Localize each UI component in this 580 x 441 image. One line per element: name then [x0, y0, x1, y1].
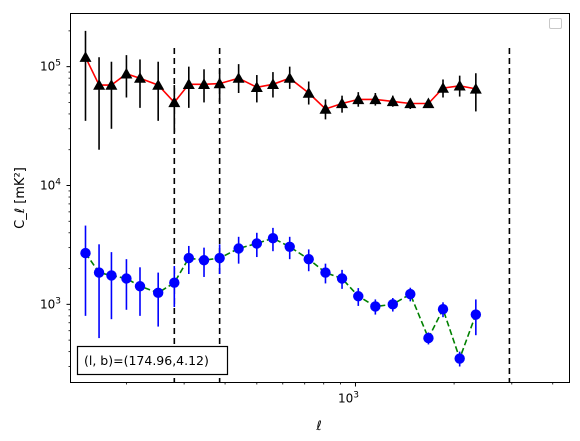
data-point-triangle: [469, 82, 482, 94]
data-point-circle: [387, 299, 398, 310]
data-point-circle: [183, 252, 194, 264]
data-point-triangle: [134, 72, 146, 83]
data-point-circle: [198, 255, 210, 266]
data-point-triangle: [352, 93, 365, 105]
data-point-circle: [251, 238, 263, 249]
y-axis-label: C_ℓ [mK²]: [13, 167, 28, 229]
data-point-triangle: [93, 79, 106, 90]
data-point-circle: [370, 301, 381, 312]
data-point-circle: [134, 281, 146, 292]
y-tick-label: 103: [40, 296, 61, 311]
data-point-triangle: [283, 72, 296, 83]
data-point-circle: [214, 252, 225, 264]
x-axis-label: ℓ: [315, 419, 321, 434]
data-point-triangle: [302, 87, 315, 98]
y-tick-label: 105: [40, 59, 61, 74]
y-tick-label: 104: [40, 177, 61, 192]
data-point-circle: [423, 332, 434, 344]
data-point-triangle: [437, 82, 449, 93]
data-point-triangle: [168, 96, 181, 108]
plot-layer: [79, 30, 511, 383]
data-point-triangle: [79, 51, 92, 62]
data-point-circle: [169, 277, 180, 288]
data-point-triangle: [182, 78, 195, 89]
data-point-circle: [470, 309, 482, 320]
annotation-box: (l, b)=(174.96,4.12): [76, 345, 229, 376]
data-point-triangle: [422, 97, 435, 109]
data-point-triangle: [250, 81, 263, 92]
annotation-text: (l, b)=(174.96,4.12): [84, 353, 209, 368]
data-point-circle: [353, 291, 364, 302]
data-point-triangle: [386, 95, 399, 107]
data-point-circle: [284, 241, 295, 252]
series-2-line: [84, 237, 477, 361]
data-point-circle: [80, 247, 91, 259]
series-1-line: [84, 56, 476, 110]
x-tick-label: 103: [338, 391, 359, 406]
data-point-circle: [336, 273, 348, 284]
data-point-triangle: [213, 77, 226, 89]
data-point-triangle: [120, 67, 133, 79]
data-point-circle: [121, 273, 132, 284]
data-point-circle: [405, 288, 416, 300]
data-point-triangle: [453, 79, 466, 91]
data-point-circle: [106, 270, 117, 281]
data-point-triangle: [404, 97, 417, 109]
data-point-triangle: [152, 79, 165, 90]
data-point-circle: [437, 304, 449, 315]
data-point-triangle: [198, 78, 210, 89]
data-point-triangle: [369, 93, 382, 105]
plot-frame: [70, 13, 570, 383]
data-point-triangle: [232, 72, 245, 83]
data-point-circle: [267, 233, 279, 244]
data-point-triangle: [319, 103, 332, 114]
data-point-triangle: [105, 79, 118, 90]
data-point-circle: [93, 267, 105, 278]
axis-layer: 103 104 105 103: [40, 30, 554, 406]
data-point-circle: [233, 243, 244, 254]
data-point-triangle: [336, 97, 348, 109]
data-point-circle: [152, 287, 164, 299]
legend-box: [549, 18, 562, 29]
data-point-circle: [320, 267, 331, 278]
data-point-circle: [454, 353, 465, 364]
data-point-triangle: [267, 78, 279, 89]
data-point-circle: [303, 253, 314, 265]
